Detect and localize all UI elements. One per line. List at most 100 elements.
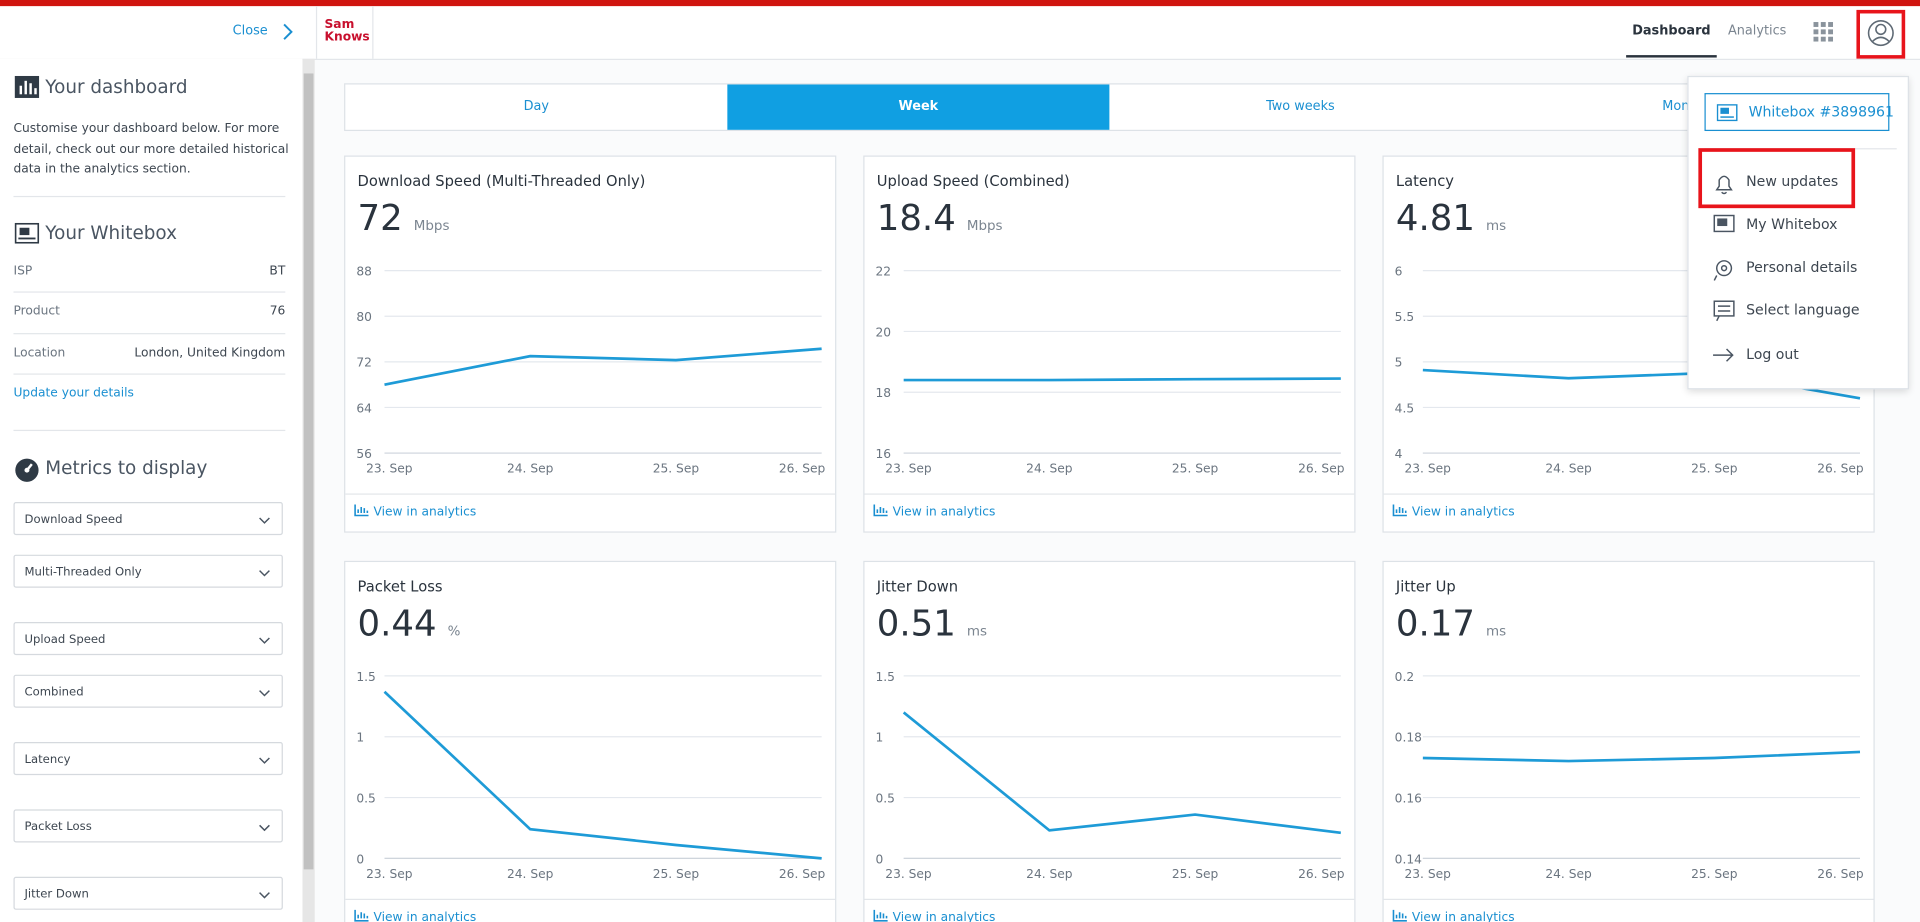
card [863, 155, 1356, 533]
card-divider [1383, 493, 1874, 495]
x-tick-label: 25. Sep [1172, 867, 1219, 881]
link-text: View in analytics [1411, 911, 1515, 922]
profile-button[interactable] [1856, 9, 1906, 59]
card-divider [864, 898, 1355, 901]
analytics-link[interactable]: View in analytics [354, 909, 476, 922]
y-tick-label: 80 [356, 310, 372, 324]
chart-icon [1392, 504, 1407, 517]
x-tick-label: 25. Sep [1172, 462, 1219, 476]
unit: ms [1486, 623, 1507, 640]
update-link[interactable]: Update your details [13, 386, 134, 401]
metric-select[interactable]: Multi-Threaded Only [13, 554, 283, 588]
x-tick-label: 23. Sep [1404, 867, 1451, 881]
icon [354, 909, 369, 922]
device-button[interactable] [1704, 93, 1890, 132]
menu-item[interactable]: My Whitebox [1746, 215, 1838, 233]
logo[interactable]: Sam Knows [324, 19, 370, 45]
tab[interactable]: Week [727, 84, 1110, 130]
card [863, 560, 1356, 922]
detail-value: 76 [269, 304, 286, 319]
nav-dashboard[interactable]: Dashboard [1632, 23, 1711, 38]
y-tick-label: 0.14 [1395, 852, 1422, 866]
metrics-icon [15, 458, 39, 482]
card-value: 0.17 ms [1396, 602, 1506, 644]
detail-value: BT [269, 264, 286, 278]
tab[interactable]: Two weeks [1266, 99, 1335, 114]
tab[interactable]: Day [523, 99, 550, 114]
icon [1392, 504, 1407, 517]
value: 4.81 [1395, 197, 1475, 239]
metric-select[interactable]: Download Speed [13, 502, 283, 536]
analytics-link[interactable]: View in analytics [1392, 909, 1515, 922]
close-button[interactable]: Close [232, 23, 268, 38]
x-tick-label: 24. Sep [1026, 462, 1073, 476]
y-tick-label: 0.18 [1395, 731, 1422, 745]
link-text: View in analytics [892, 911, 996, 922]
x-tick-label: 23. Sep [885, 867, 932, 881]
value: 18.4 [876, 197, 956, 239]
menu-item[interactable]: Personal details [1746, 258, 1858, 276]
intro: Customise your dashboard below. For more… [13, 120, 295, 181]
card-value: 4.81 ms [1396, 197, 1506, 239]
metric-select[interactable]: Latency [13, 742, 283, 776]
top-bar [0, 0, 1920, 7]
chart: 0 0.5 1 1.5 23. Sep 24. Sep 25. Sep 26. Sep [356, 670, 825, 881]
data-line [902, 711, 1341, 835]
y-tick-label: 72 [356, 356, 372, 370]
card-value: 72 Mbps [358, 197, 450, 239]
unit: Mbps [413, 217, 450, 234]
divider [13, 291, 286, 293]
unit: ms [1486, 217, 1507, 234]
value: 0.51 [876, 602, 956, 645]
card-divider [345, 898, 836, 901]
analytics-link[interactable]: View in analytics [873, 504, 995, 519]
data-line [383, 690, 822, 860]
icon [873, 504, 888, 517]
chart: 0 0.5 1 1.5 23. Sep 24. Sep 25. Sep 26. Sep [876, 670, 1345, 881]
card-title: Jitter Down [876, 577, 959, 596]
y-tick-label: 5 [1395, 356, 1403, 370]
nav-underline [1626, 55, 1717, 58]
menu-item[interactable]: Log out [1746, 345, 1799, 363]
value: 0.44 [357, 602, 437, 645]
metric-select[interactable]: Packet Loss [13, 809, 283, 843]
select-arrow [259, 690, 270, 697]
metric-select[interactable]: Upload Speed [13, 622, 283, 656]
apps-icon[interactable] [1813, 22, 1834, 42]
menu-item[interactable]: Select language [1746, 301, 1860, 319]
sidebar [0, 58, 303, 922]
y-tick-label: 56 [356, 447, 372, 461]
nav-analytics[interactable]: Analytics [1727, 23, 1787, 38]
x-tick-label: 25. Sep [1691, 462, 1738, 476]
x-tick-label: 25. Sep [1691, 867, 1738, 881]
y-tick-label: 5.5 [1395, 310, 1414, 324]
x-tick-label: 23. Sep [366, 867, 413, 881]
scroll-thumb[interactable] [303, 73, 314, 870]
analytics-link[interactable]: View in analytics [873, 909, 996, 922]
x-tick-label: 23. Sep [366, 462, 413, 476]
card-divider [1383, 898, 1874, 901]
y-tick-label: 88 [356, 265, 372, 279]
data-line [903, 377, 1341, 382]
card-title: Upload Speed (Combined) [876, 172, 1070, 190]
icon [1392, 909, 1407, 922]
x-tick-label: 26. Sep [1298, 867, 1345, 881]
chevron [283, 23, 293, 40]
section-title: Your dashboard [45, 75, 188, 98]
metric-select[interactable]: Jitter Down [13, 876, 283, 910]
x-tick-label: 24. Sep [507, 462, 554, 476]
intro-line: Customise your dashboard below. For more [13, 122, 280, 136]
menu-item[interactable]: New updates [1746, 172, 1839, 190]
detail-label: Location [13, 346, 66, 361]
detail-label: Product [13, 304, 60, 319]
metric-select[interactable]: Combined [13, 674, 283, 708]
arrow [259, 690, 270, 697]
profile-menu [1687, 75, 1909, 390]
analytics-link[interactable]: View in analytics [354, 504, 476, 519]
x-tick-label: 23. Sep [1404, 462, 1451, 476]
divider [13, 429, 286, 432]
analytics-link[interactable]: View in analytics [1392, 504, 1515, 519]
logo-box [315, 6, 374, 59]
logo-line: Knows [324, 30, 370, 45]
y-tick-label: 22 [876, 265, 892, 279]
